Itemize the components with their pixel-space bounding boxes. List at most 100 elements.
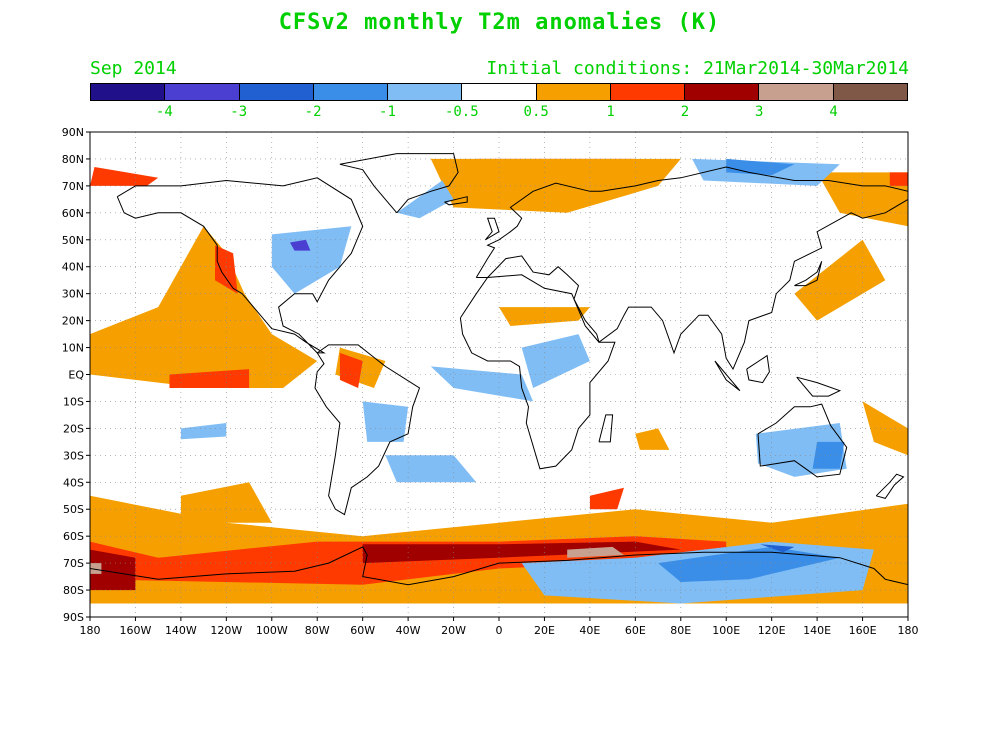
legend-label: -0.5 [444, 104, 479, 120]
legend-label: 0.5 [523, 104, 549, 120]
anomaly-region [658, 546, 840, 582]
anomaly-region [812, 441, 845, 469]
color-legend [90, 83, 908, 101]
coastline [459, 274, 616, 470]
coastline [746, 354, 770, 384]
lat-tick-label: 60N [62, 207, 84, 220]
lon-tick-label: 80E [670, 624, 691, 637]
lat-tick-label: 70S [63, 557, 84, 570]
lon-tick-label: 0 [496, 624, 503, 637]
anomaly-region [889, 172, 908, 186]
anomaly-region [567, 546, 624, 558]
lat-tick-label: 20S [63, 422, 84, 435]
legend-swatch [759, 84, 834, 100]
anomaly-region [362, 541, 681, 564]
lon-tick-label: 120W [210, 624, 242, 637]
anomaly-region [499, 307, 590, 326]
anomaly-region [290, 239, 311, 251]
lon-tick-label: 180 [80, 624, 101, 637]
lon-tick-label: 140W [165, 624, 197, 637]
legend-swatch [833, 84, 907, 100]
legend-label: 1 [606, 104, 615, 120]
legend-label: -3 [230, 104, 248, 120]
lon-tick-label: 160W [120, 624, 152, 637]
lat-tick-label: 80N [62, 153, 84, 166]
lat-tick-label: 20N [62, 315, 84, 328]
coastline [314, 344, 421, 516]
legend-label: -2 [304, 104, 322, 120]
lat-tick-label: 30S [63, 449, 84, 462]
anomaly-region [339, 352, 363, 388]
legend-swatch [536, 84, 611, 100]
anomaly-region [90, 167, 159, 186]
coastline [875, 473, 905, 499]
coastline [598, 414, 614, 443]
lon-tick-label: 120E [758, 624, 786, 637]
lon-tick-label: 60W [350, 624, 375, 637]
legend-swatch [91, 84, 166, 100]
lat-tick-label: 30N [62, 288, 84, 301]
lon-tick-label: 180 [898, 624, 919, 637]
lon-tick-label: 140E [803, 624, 831, 637]
anomaly-region [794, 239, 886, 321]
coastline [757, 403, 848, 478]
anomaly-region [90, 549, 136, 591]
legend-swatch [462, 84, 537, 100]
lon-tick-label: 20W [441, 624, 466, 637]
lon-tick-label: 40E [579, 624, 600, 637]
legend-swatch [685, 84, 760, 100]
coastline [796, 376, 842, 397]
anomaly-region [635, 428, 670, 450]
coastline [90, 546, 908, 586]
lon-tick-label: 40W [396, 624, 421, 637]
lat-tick-label: 50N [62, 234, 84, 247]
lat-tick-label: 10S [63, 395, 84, 408]
coastline [475, 166, 908, 371]
lat-tick-label: 40N [62, 261, 84, 274]
lat-tick-label: 40S [63, 476, 84, 489]
legend-label: -1 [379, 104, 396, 120]
lon-tick-label: 100E [712, 624, 740, 637]
anomaly-region [215, 245, 238, 294]
lon-tick-label: 100W [256, 624, 288, 637]
coastline [485, 217, 500, 241]
anomaly-region [521, 334, 590, 388]
lon-tick-label: 160E [849, 624, 877, 637]
anomaly-region [589, 487, 624, 510]
lat-tick-label: 80S [63, 584, 84, 597]
legend-swatch [610, 84, 686, 100]
anomaly-region [90, 563, 102, 574]
coastline [794, 261, 823, 287]
legend-label: 2 [680, 104, 690, 120]
legend-swatch [239, 84, 314, 100]
coastline [714, 360, 741, 392]
lat-tick-label: 60S [63, 530, 84, 543]
anomaly-region [430, 366, 534, 402]
anomaly-region [362, 401, 409, 442]
lon-tick-label: 20E [534, 624, 555, 637]
legend-label: -4 [155, 104, 173, 120]
lat-tick-label: 70N [62, 180, 84, 193]
lon-tick-label: 80W [305, 624, 330, 637]
initial-conditions: Initial conditions: 21Mar2014-30Mar2014 [486, 58, 909, 79]
anomaly-region [396, 180, 454, 219]
anomaly-region [760, 544, 795, 553]
legend-label: 3 [755, 104, 764, 120]
legend-label: 4 [829, 104, 838, 120]
lat-tick-label: 10N [62, 342, 84, 355]
lat-tick-label: 90N [62, 126, 84, 139]
coastline [339, 153, 459, 214]
anomaly-region [180, 423, 227, 440]
lat-tick-label: 50S [63, 503, 84, 516]
coastline [444, 196, 468, 206]
lat-tick-label: EQ [68, 369, 84, 382]
legend-swatch [165, 84, 240, 100]
legend-swatch [313, 84, 389, 100]
legend-swatch [388, 84, 463, 100]
lon-tick-label: 60E [625, 624, 646, 637]
chart-title: CFSv2 monthly T2m anomalies (K) [278, 10, 721, 35]
anomaly-region [169, 369, 250, 388]
forecast-month: Sep 2014 [90, 58, 177, 79]
lat-tick-label: 90S [63, 611, 84, 624]
